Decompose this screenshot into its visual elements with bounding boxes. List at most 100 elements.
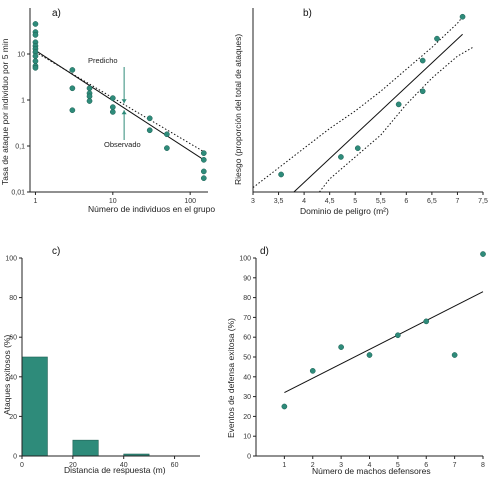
y-tick-label: 20	[243, 414, 251, 421]
x-tick-label: 6,5	[427, 198, 437, 205]
y-tick-label: 100	[239, 256, 251, 263]
data-point	[309, 368, 316, 374]
data-point	[451, 352, 458, 358]
data-point	[419, 57, 426, 64]
annotation-observado: Observado	[104, 140, 141, 149]
data-point	[164, 131, 170, 138]
data-point	[32, 32, 39, 38]
x-tick-label: 5,5	[376, 198, 386, 205]
x-tick-label: 1	[282, 462, 286, 469]
bar	[21, 356, 48, 457]
line-ci-upper	[252, 16, 463, 188]
panel-a: 1 10 100 0,01 0,1 1 10 a) Número de individuos…	[0, 8, 215, 214]
y-tick-label: 30	[243, 394, 251, 401]
data-point	[200, 175, 207, 182]
y-tick-label: 60	[243, 335, 251, 342]
data-point	[354, 145, 361, 152]
line-fit	[293, 33, 463, 193]
y-tick-label: 60	[9, 335, 17, 342]
data-point	[459, 13, 466, 20]
panel-a-xlabel: Número de individuos en el grupo	[88, 204, 215, 214]
x-tick-label: 0	[20, 462, 24, 469]
data-point	[32, 21, 39, 27]
x-tick-label: 5	[353, 198, 357, 205]
data-point	[32, 53, 39, 59]
data-point	[423, 318, 430, 325]
data-point	[32, 58, 39, 64]
line-ci-lower	[319, 46, 474, 193]
line-predicho	[35, 51, 205, 153]
bar	[72, 439, 99, 457]
data-point	[86, 98, 93, 104]
data-point	[86, 85, 93, 92]
x-tick-label: 3	[251, 198, 255, 205]
annotation-arrowhead	[121, 99, 127, 104]
data-point	[395, 332, 401, 339]
y-tick-label: 70	[243, 315, 251, 322]
data-point	[480, 251, 486, 257]
data-point	[366, 352, 373, 358]
data-point	[69, 67, 76, 73]
data-point	[278, 171, 284, 178]
data-point	[395, 101, 402, 108]
data-point	[109, 109, 116, 115]
data-point	[419, 88, 426, 95]
annotation-predicho: Predicho	[88, 56, 118, 65]
panel-d-xlabel: Número de machos defensores	[312, 466, 431, 476]
x-tick-label: 60	[171, 462, 179, 469]
y-tick-label: 10	[17, 52, 25, 59]
data-point	[146, 115, 153, 122]
data-point	[69, 85, 76, 92]
y-tick-label: 0,1	[15, 144, 25, 151]
x-tick-label: 100	[184, 198, 196, 205]
panel-c-ylabel: Ataques exitosos (%)	[2, 335, 12, 415]
y-tick-label: 80	[243, 295, 251, 302]
x-tick-label: 2	[311, 462, 315, 469]
y-tick-label: 0,01	[11, 190, 25, 197]
x-tick-label: 4	[302, 198, 306, 205]
x-tick-label: 3	[339, 462, 343, 469]
panel-d-label: d)	[260, 246, 269, 257]
y-tick-label: 40	[243, 374, 251, 381]
panel-b-xlabel: Dominio de peligro (m²)	[300, 206, 389, 216]
y-tick-label: 90	[243, 275, 251, 282]
panel-b: 3 3,5 4 4,5 5 5,5 6 6,5 7 7,5 b) Dominio de pelig…	[233, 8, 488, 216]
x-tick-label: 6	[424, 462, 428, 469]
x-tick-label: 6	[404, 198, 408, 205]
data-point	[164, 145, 170, 151]
annotation-arrowhead	[121, 110, 127, 115]
x-tick-label: 7,5	[478, 198, 488, 205]
x-tick-label: 1	[34, 198, 38, 205]
x-tick-label: 5	[396, 462, 400, 469]
data-point	[109, 104, 116, 110]
data-point	[200, 156, 207, 163]
x-tick-label: 40	[120, 462, 128, 469]
data-point	[109, 95, 116, 101]
y-tick-label: 80	[9, 295, 17, 302]
x-tick-label: 10	[109, 198, 117, 205]
line-fit	[284, 291, 484, 394]
data-point	[146, 127, 153, 134]
panel-c-label: c)	[52, 246, 60, 257]
y-tick-label: 40	[9, 374, 17, 381]
data-point	[69, 107, 76, 114]
data-point	[338, 344, 344, 350]
data-point	[434, 35, 440, 42]
panel-c-xlabel: Distancia de respuesta (m)	[64, 465, 166, 475]
y-tick-label: 0	[13, 454, 17, 461]
data-point	[281, 403, 288, 410]
x-tick-label: 3,5	[274, 198, 284, 205]
y-tick-label: 1	[21, 98, 25, 105]
y-tick-label: 50	[243, 355, 251, 362]
data-point	[200, 150, 207, 156]
panel-b-ylabel: Riesgo (proporción del total de ataques)	[233, 34, 243, 185]
data-point	[338, 154, 344, 160]
x-tick-label: 7	[453, 462, 457, 469]
x-tick-label: 4	[368, 462, 372, 469]
panel-c: 0 20 40 60 0 20 40 60 80 100 c) Distancia de resp…	[2, 246, 200, 475]
y-tick-label: 10	[243, 434, 251, 441]
x-tick-label: 4,5	[325, 198, 335, 205]
panel-a-ylabel: Tasa de ataque por individuo por 5 min	[0, 38, 10, 185]
